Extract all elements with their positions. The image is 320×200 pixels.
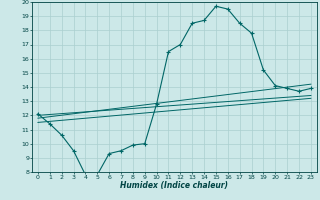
X-axis label: Humidex (Indice chaleur): Humidex (Indice chaleur) [120,181,228,190]
